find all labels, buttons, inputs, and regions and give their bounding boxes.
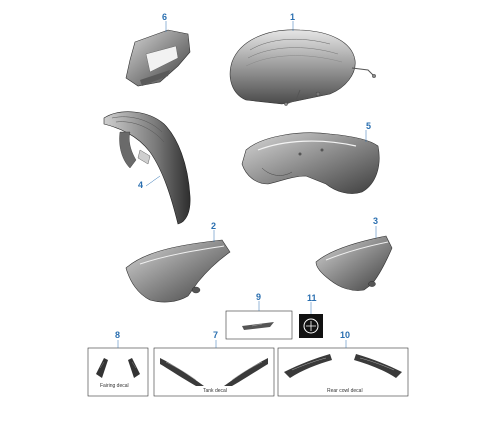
part-8-fairing-decal <box>87 340 149 397</box>
callout-11: 11 <box>307 293 317 303</box>
callout-9: 9 <box>256 292 262 302</box>
caption-tank-decal: Tank decal <box>203 388 227 394</box>
callout-8: 8 <box>115 330 121 340</box>
callout-7: 7 <box>213 330 219 340</box>
part-9-decal <box>225 301 293 340</box>
part-10-rear-cowl-decal <box>277 340 409 397</box>
part-1-fuel-tank <box>229 21 377 106</box>
callout-5: 5 <box>366 121 372 131</box>
caption-fairing-decal: Fairing decal <box>100 383 129 389</box>
callout-4: 4 <box>138 180 144 190</box>
part-4-front-fender <box>103 111 191 225</box>
caption-rear-cowl-decal: Rear cowl decal <box>327 388 363 394</box>
part-3-right-side-panel <box>315 226 393 291</box>
part-2-left-side-panel <box>125 230 231 303</box>
part-5-rear-cowl <box>241 130 380 194</box>
callout-10: 10 <box>340 330 351 340</box>
callout-2: 2 <box>211 221 217 231</box>
part-6-headlight-cowl <box>125 21 191 87</box>
part-7-tank-decal <box>153 340 275 397</box>
part-11-emblem <box>299 302 323 338</box>
callout-6: 6 <box>162 12 168 22</box>
callout-3: 3 <box>373 216 379 226</box>
callout-1: 1 <box>290 12 296 22</box>
